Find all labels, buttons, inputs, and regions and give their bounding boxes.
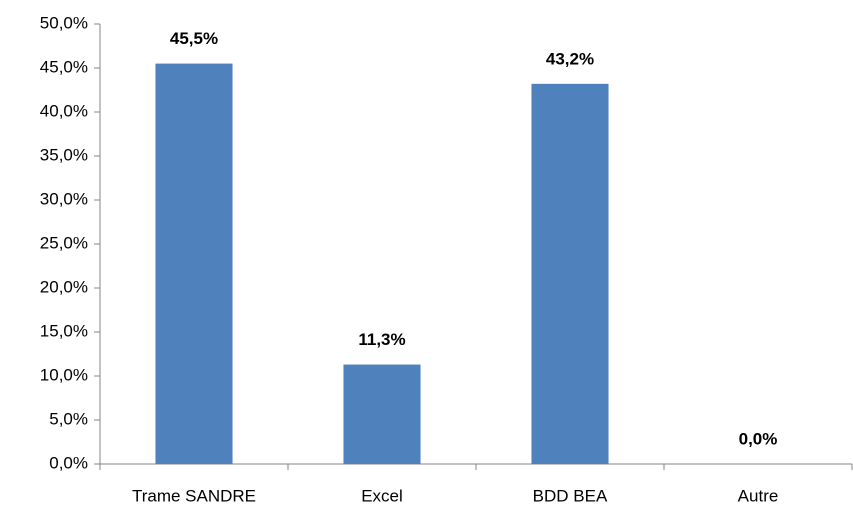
- bar: [155, 63, 233, 464]
- y-tick-label: 35,0%: [40, 145, 88, 164]
- x-tick-label: Trame SANDRE: [132, 486, 256, 505]
- y-tick-label: 25,0%: [40, 233, 88, 252]
- value-label: 43,2%: [546, 49, 594, 68]
- value-label: 0,0%: [739, 429, 778, 448]
- y-tick-label: 50,0%: [40, 13, 88, 32]
- x-tick-label: Autre: [738, 486, 779, 505]
- y-tick-label: 40,0%: [40, 101, 88, 120]
- y-tick-label: 5,0%: [49, 409, 88, 428]
- x-tick-label: Excel: [361, 486, 403, 505]
- bar: [531, 83, 609, 464]
- y-tick-label: 30,0%: [40, 189, 88, 208]
- y-tick-label: 20,0%: [40, 277, 88, 296]
- y-tick-label: 0,0%: [49, 453, 88, 472]
- y-tick-label: 10,0%: [40, 365, 88, 384]
- bar: [343, 364, 421, 464]
- y-tick-label: 15,0%: [40, 321, 88, 340]
- value-label: 11,3%: [358, 330, 405, 349]
- x-tick-label: BDD BEA: [533, 486, 608, 505]
- y-tick-label: 45,0%: [40, 57, 88, 76]
- value-label: 45,5%: [170, 29, 218, 48]
